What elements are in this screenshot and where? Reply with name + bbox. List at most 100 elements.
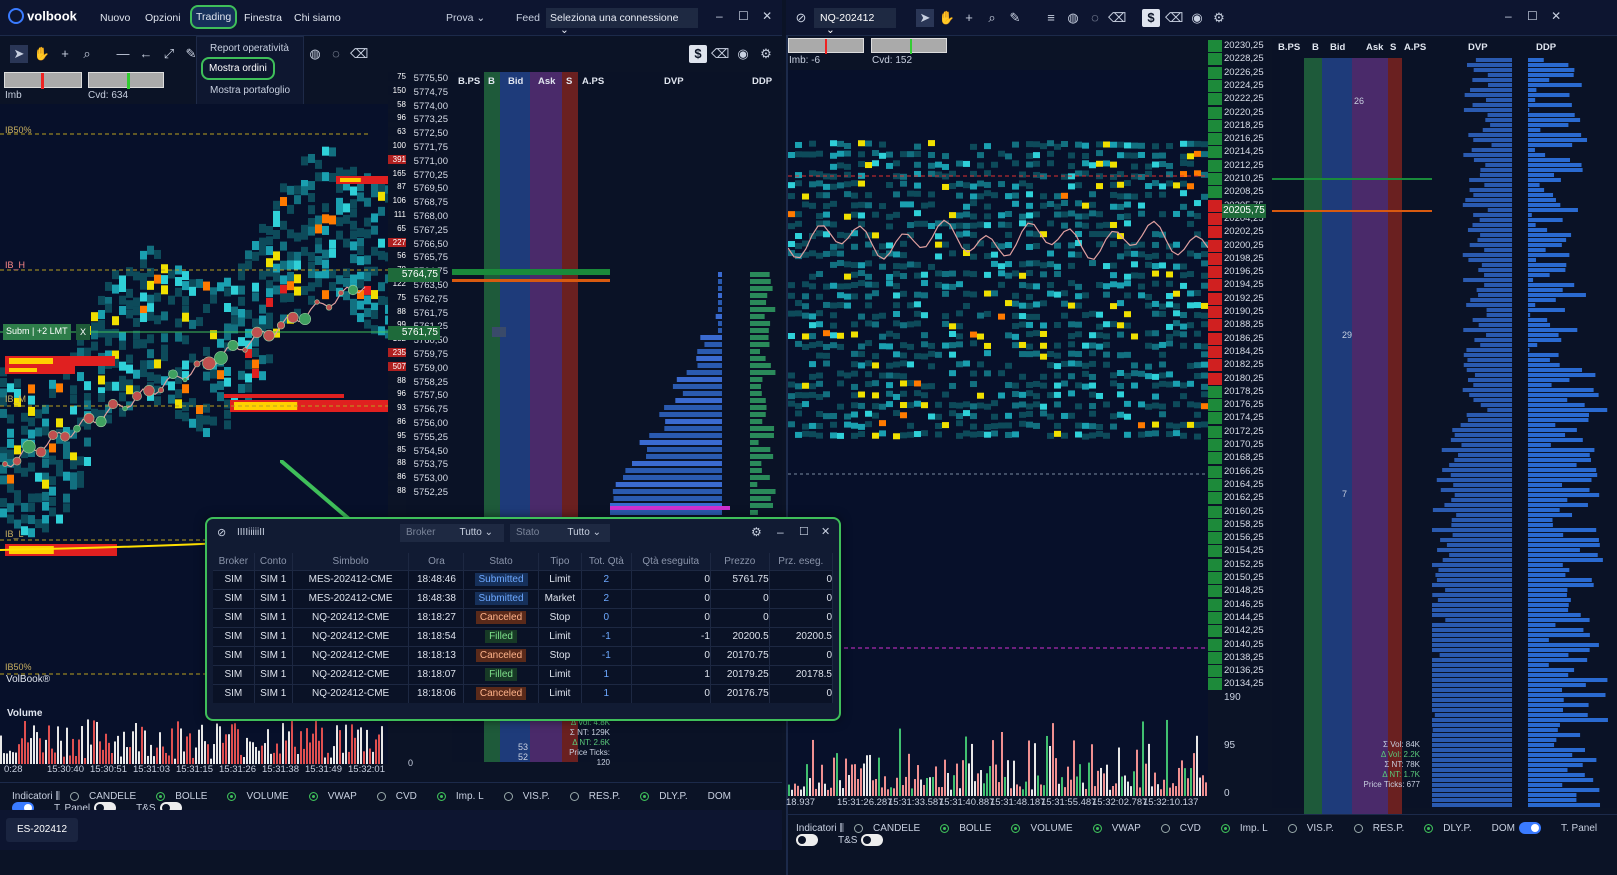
close-icon[interactable]: ✕ xyxy=(762,9,773,23)
minimize-icon[interactable]: – xyxy=(777,525,784,539)
minimize-icon[interactable]: – xyxy=(716,9,723,23)
indicators-button[interactable]: Indicatori ⫼ xyxy=(12,790,60,802)
broker-filter[interactable]: Broker Tutto ⌄ xyxy=(400,524,504,542)
order-row[interactable]: SIM SIM 1 MES-202412-CME 18:48:38 Submitted M… xyxy=(213,588,834,608)
option-impl[interactable]: Imp. L xyxy=(436,791,494,802)
dollar-icon[interactable]: $ xyxy=(689,45,707,63)
col-header[interactable]: Conto xyxy=(254,553,293,570)
drop-icon[interactable]: ◍ xyxy=(1067,10,1079,25)
gear-icon[interactable]: ⚙ xyxy=(751,525,762,539)
option-bolle[interactable]: BOLLE xyxy=(940,823,1001,834)
eraser-icon[interactable]: ⌫ xyxy=(1165,10,1184,25)
order-row[interactable]: SIM SIM 1 NQ-202412-CME 18:18:13 Canceled Sto… xyxy=(213,645,834,665)
zoom-icon[interactable]: ⌕ xyxy=(988,10,996,25)
col-header[interactable]: Tipo xyxy=(538,553,583,570)
option-cvd[interactable]: CVD xyxy=(1160,823,1211,834)
right-heatmap-chart[interactable] xyxy=(788,70,1208,690)
stato-filter[interactable]: Stato Tutto ⌄ xyxy=(510,524,610,542)
comment-icon[interactable]: ◌ xyxy=(1091,10,1099,25)
option-cvd[interactable]: CVD xyxy=(376,791,427,802)
col-header[interactable]: Prezzo xyxy=(710,553,770,570)
indicators-button[interactable]: Indicatori ⫼ xyxy=(796,822,844,834)
gear-icon[interactable]: ⚙ xyxy=(1213,10,1225,25)
menu-report[interactable]: Report operatività xyxy=(210,43,289,54)
menu-nuovo[interactable]: Nuovo xyxy=(100,12,131,24)
record-icon[interactable]: ◉ xyxy=(1191,10,1203,25)
hand-icon[interactable]: ✋ xyxy=(938,10,956,25)
hand-icon[interactable]: ✋ xyxy=(33,46,51,61)
close-icon[interactable]: ✕ xyxy=(1551,9,1562,23)
cursor-icon[interactable]: ➤ xyxy=(916,9,934,27)
cursor-icon[interactable]: ➤ xyxy=(10,45,28,63)
minimize-icon[interactable]: – xyxy=(1505,9,1512,23)
connection-select[interactable]: Seleziona una connessione ⌄ xyxy=(546,8,698,36)
col-header[interactable]: Qtà eseguita xyxy=(631,553,711,570)
option-volume[interactable]: VOLUME xyxy=(1011,823,1082,834)
option-resp[interactable]: RES.P. xyxy=(569,791,631,802)
option-dlyp[interactable]: DLY.P. xyxy=(640,791,697,802)
option-volume[interactable]: VOLUME xyxy=(227,791,298,802)
option-visp[interactable]: VIS.P. xyxy=(503,791,560,802)
sliders-icon[interactable]: ≡ xyxy=(1047,10,1055,25)
option-resp[interactable]: RES.P. xyxy=(1353,823,1415,834)
option-impl[interactable]: Imp. L xyxy=(1220,823,1278,834)
option-bolle[interactable]: BOLLE xyxy=(156,791,217,802)
col-header[interactable]: Simbolo xyxy=(292,553,410,570)
dollar-icon[interactable]: $ xyxy=(1142,9,1160,27)
option-vwap[interactable]: VWAP xyxy=(1092,823,1151,834)
menu-trading[interactable]: Trading xyxy=(189,5,238,29)
toggle-tpanel[interactable]: T. Panel xyxy=(796,823,1601,847)
menu-portafoglio[interactable]: Mostra portafoglio xyxy=(210,85,291,96)
order-cancel-button[interactable]: X xyxy=(76,324,90,340)
col-header[interactable]: Tot. Qtà xyxy=(581,553,632,570)
order-row[interactable]: SIM SIM 1 NQ-202412-CME 18:18:54 Filled Limit… xyxy=(213,626,834,646)
maximize-icon[interactable]: ☐ xyxy=(1527,9,1538,23)
orders-window[interactable]: ⊘ IIIIiiiiiII Broker Tutto ⌄ Stato Tutto ⌄… xyxy=(205,517,841,721)
brush-icon[interactable]: ✎ xyxy=(1009,10,1021,25)
option-candele[interactable]: CANDELE xyxy=(69,791,146,802)
col-header[interactable]: Prz. eseg. xyxy=(769,553,834,570)
link-icon[interactable]: ⊘ xyxy=(217,527,227,539)
maximize-icon[interactable]: ☐ xyxy=(799,526,809,538)
crosshair-icon[interactable]: + xyxy=(965,10,973,25)
option-vwap[interactable]: VWAP xyxy=(308,791,367,802)
col-header[interactable]: Ora xyxy=(408,553,465,570)
option-candele[interactable]: CANDELE xyxy=(853,823,930,834)
eraser-icon[interactable]: ⌫ xyxy=(711,46,730,61)
brush-icon[interactable]: ✎ xyxy=(185,46,197,61)
close-icon[interactable]: ✕ xyxy=(821,526,831,538)
menu-finestra[interactable]: Finestra xyxy=(244,12,282,24)
tab-es[interactable]: ES-202412 xyxy=(6,818,78,842)
comment-icon[interactable]: ◌ xyxy=(332,46,340,61)
eraser-icon[interactable]: ⌫ xyxy=(1108,10,1127,25)
menu-chi-siamo[interactable]: Chi siamo xyxy=(294,12,341,24)
maximize-icon[interactable]: ☐ xyxy=(738,9,749,23)
gear-icon[interactable]: ⚙ xyxy=(760,46,772,61)
zoom-icon[interactable]: ⌕ xyxy=(83,46,91,61)
hline-icon[interactable]: — xyxy=(116,46,130,61)
order-row[interactable]: SIM SIM 1 NQ-202412-CME 18:18:06 Canceled Lim… xyxy=(213,683,834,703)
crosshair-icon[interactable]: + xyxy=(61,46,69,61)
col-header[interactable]: Broker xyxy=(213,553,255,570)
right-dom[interactable]: B.PS B Bid Ask S A.PS DVP DDP 26 29 7 Σ Vol: 84… xyxy=(1272,38,1617,836)
ray-icon[interactable]: ← xyxy=(139,46,153,61)
link-icon[interactable]: ⊘ xyxy=(795,10,807,25)
eraser-icon[interactable]: ⌫ xyxy=(350,46,369,61)
order-row[interactable]: SIM SIM 1 NQ-202412-CME 18:18:27 Canceled Sto… xyxy=(213,607,834,627)
menu-opzioni[interactable]: Opzioni xyxy=(145,12,181,24)
toggle-dom[interactable]: DOM xyxy=(1492,822,1551,835)
option-dlyp[interactable]: DLY.P. xyxy=(1424,823,1481,834)
toggle-ts[interactable]: T&S xyxy=(838,834,893,847)
option-visp[interactable]: VIS.P. xyxy=(1287,823,1344,834)
trendline-icon[interactable]: ⤢ xyxy=(163,46,175,61)
menu-mostra-ordini[interactable]: Mostra ordini xyxy=(201,57,275,80)
order-row[interactable]: SIM SIM 1 MES-202412-CME 18:48:46 Submitted L… xyxy=(213,569,834,589)
symbol-select[interactable]: NQ-202412 ⌄ xyxy=(814,8,896,36)
prova-select[interactable]: Prova ⌄ xyxy=(446,12,485,24)
order-tag[interactable]: Subm | +2 LMT xyxy=(3,324,71,340)
drop-icon[interactable]: ◍ xyxy=(309,46,321,61)
col-header[interactable]: Stato xyxy=(463,553,539,570)
order-cell: 20170.75 xyxy=(710,645,770,665)
order-row[interactable]: SIM SIM 1 NQ-202412-CME 18:18:07 Filled Limit… xyxy=(213,664,834,684)
record-icon[interactable]: ◉ xyxy=(737,46,749,61)
